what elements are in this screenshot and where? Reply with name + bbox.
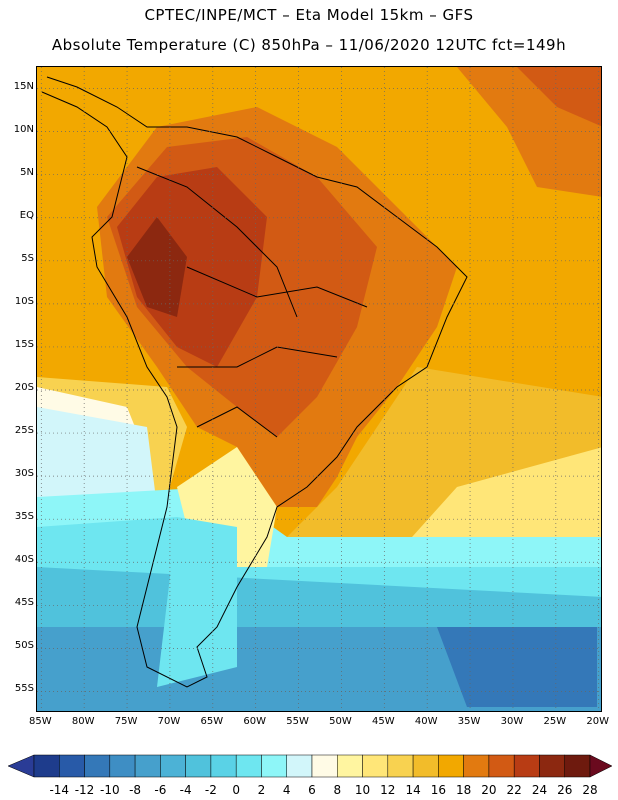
fill-ne-red bbox=[517, 67, 601, 127]
coastlines bbox=[41, 76, 468, 688]
lat-tick-label: 15N bbox=[13, 80, 34, 92]
chart-title: CPTEC/INPE/MCT – Eta Model 15km – GFS bbox=[144, 6, 474, 24]
border-1 bbox=[136, 166, 298, 318]
colorbar-tick-label: 10 bbox=[354, 783, 371, 797]
colorbar-tick-label: -12 bbox=[74, 783, 95, 797]
fill-south-deepblue bbox=[437, 627, 597, 707]
colorbar-tick-label: 8 bbox=[333, 783, 342, 797]
fill-patagonia-cyan bbox=[157, 517, 237, 687]
colorbar-swatch bbox=[311, 754, 338, 778]
colorbar-tick-label: 4 bbox=[282, 783, 291, 797]
colorbar-swatch bbox=[185, 754, 212, 778]
colorbar-swatch bbox=[488, 754, 515, 778]
chart-subtitle: Absolute Temperature (C) 850hPa – 11/06/… bbox=[51, 36, 567, 54]
colorbar-tick-label: 12 bbox=[380, 783, 396, 797]
colorbar-swatch bbox=[513, 754, 540, 778]
colorbar-swatch bbox=[337, 754, 363, 778]
colorbar-low-arrow bbox=[7, 754, 35, 778]
colorbar-swatch bbox=[463, 754, 490, 778]
colorbar-swatch bbox=[539, 754, 565, 778]
lat-tick-label: 20S bbox=[14, 382, 34, 393]
colorbar-swatch bbox=[210, 754, 237, 778]
colorbar-swatch bbox=[362, 754, 389, 778]
lon-tick-label: 50W bbox=[329, 716, 352, 727]
colorbar-tick-label: 2 bbox=[257, 783, 266, 797]
lat-tick-label: 25S bbox=[14, 425, 34, 437]
lat-tick-label: 35S bbox=[14, 511, 34, 523]
colorbar-swatch bbox=[387, 754, 414, 778]
colorbar-tick-label: -10 bbox=[100, 783, 120, 797]
colorbar-tick-label: 28 bbox=[582, 783, 598, 797]
temperature-fill bbox=[37, 67, 601, 711]
colorbar-swatch bbox=[59, 754, 85, 778]
colorbar-tick-label: -14 bbox=[49, 783, 70, 797]
lat-tick-label: 30S bbox=[14, 468, 34, 480]
colorbar-tick-label: -6 bbox=[154, 783, 167, 797]
colorbar-swatch bbox=[412, 754, 439, 778]
lon-tick-label: 70W bbox=[157, 716, 181, 727]
lat-tick-label: 40S bbox=[14, 554, 34, 566]
colorbar-swatch bbox=[261, 754, 287, 778]
lat-tick-label: 45S bbox=[14, 597, 34, 609]
colorbar-swatch bbox=[160, 754, 186, 778]
lat-tick-label: 10S bbox=[14, 295, 34, 307]
colorbar-swatch bbox=[109, 754, 136, 778]
colorbar-tick-label: 0 bbox=[232, 783, 240, 797]
colorbar-swatch bbox=[438, 754, 464, 778]
lon-tick-label: 20W bbox=[586, 716, 610, 727]
lat-tick-label: 50S bbox=[14, 640, 34, 652]
border-4 bbox=[196, 406, 278, 438]
border-3 bbox=[177, 346, 338, 368]
colorbar-tick-label: -2 bbox=[204, 783, 217, 797]
temperature-map bbox=[36, 66, 602, 712]
colorbar-swatch bbox=[564, 754, 591, 778]
lat-tick-label: 55S bbox=[14, 683, 34, 695]
colorbar-swatch bbox=[134, 754, 161, 778]
border-2 bbox=[186, 266, 368, 308]
colorbar-swatch bbox=[84, 754, 111, 778]
colorbar-tick-label: 6 bbox=[308, 783, 316, 797]
lat-tick-label: 15S bbox=[14, 338, 34, 350]
colorbar-tick-label: 26 bbox=[557, 783, 573, 797]
lat-tick-label: EQ bbox=[19, 209, 34, 221]
colorbar-tick-label: 14 bbox=[405, 783, 421, 797]
colorbar-tick-label: 24 bbox=[531, 783, 548, 797]
lon-tick-label: 30W bbox=[500, 716, 524, 727]
lon-tick-label: 55W bbox=[286, 716, 309, 727]
colorbar-tick-label: 20 bbox=[481, 783, 497, 797]
lon-tick-label: 40W bbox=[414, 716, 438, 727]
colorbar-tick-label: 22 bbox=[506, 783, 522, 797]
fill-land-dark bbox=[117, 167, 267, 367]
colorbar-tick-label: -4 bbox=[179, 783, 192, 797]
lon-tick-label: 85W bbox=[28, 716, 52, 727]
colorbar-tick-label: 18 bbox=[455, 783, 472, 797]
lat-tick-label: 5N bbox=[20, 166, 34, 178]
colorbar-tick-label: -8 bbox=[129, 783, 142, 797]
lon-tick-label: 80W bbox=[71, 716, 95, 727]
lon-tick-label: 25W bbox=[543, 716, 567, 727]
lon-tick-label: 65W bbox=[200, 716, 224, 727]
map-canvas bbox=[37, 67, 601, 711]
lon-tick-label: 75W bbox=[114, 716, 138, 727]
lat-tick-label: 10N bbox=[13, 123, 34, 135]
colorbar-swatch bbox=[235, 754, 262, 778]
fill-pacific-pale bbox=[37, 407, 157, 517]
coastline-path bbox=[41, 76, 468, 688]
colorbar-high-arrow bbox=[589, 754, 613, 778]
lon-tick-label: 45W bbox=[372, 716, 395, 727]
lat-tick-label: 5S bbox=[21, 252, 34, 264]
colorbar-swatch bbox=[33, 754, 60, 778]
lon-tick-label: 60W bbox=[243, 716, 266, 727]
colorbar bbox=[7, 754, 613, 778]
colorbar-swatch bbox=[286, 754, 313, 778]
lon-tick-label: 35W bbox=[457, 716, 481, 727]
fill-land-darkest bbox=[127, 217, 187, 317]
colorbar-tick-label: 16 bbox=[430, 783, 446, 797]
